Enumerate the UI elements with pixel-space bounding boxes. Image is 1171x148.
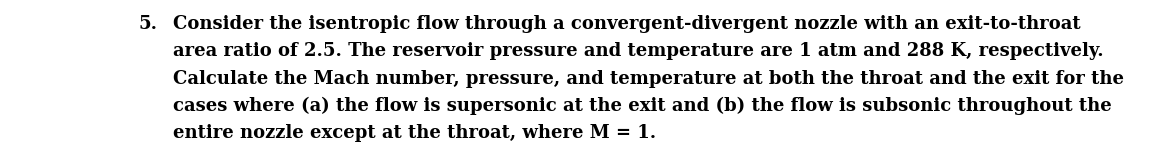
Text: 5.: 5. bbox=[138, 15, 157, 33]
Text: entire nozzle except at the throat, where M = 1.: entire nozzle except at the throat, wher… bbox=[173, 124, 657, 142]
Text: Calculate the Mach number, pressure, and temperature at both the throat and the : Calculate the Mach number, pressure, and… bbox=[173, 70, 1124, 88]
Text: cases where (a) the flow is supersonic at the exit and (b) the flow is subsonic : cases where (a) the flow is supersonic a… bbox=[173, 97, 1112, 115]
Text: Consider the isentropic flow through a convergent-divergent nozzle with an exit-: Consider the isentropic flow through a c… bbox=[173, 15, 1081, 33]
Text: area ratio of 2.5. The reservoir pressure and temperature are 1 atm and 288 K, r: area ratio of 2.5. The reservoir pressur… bbox=[173, 42, 1104, 60]
